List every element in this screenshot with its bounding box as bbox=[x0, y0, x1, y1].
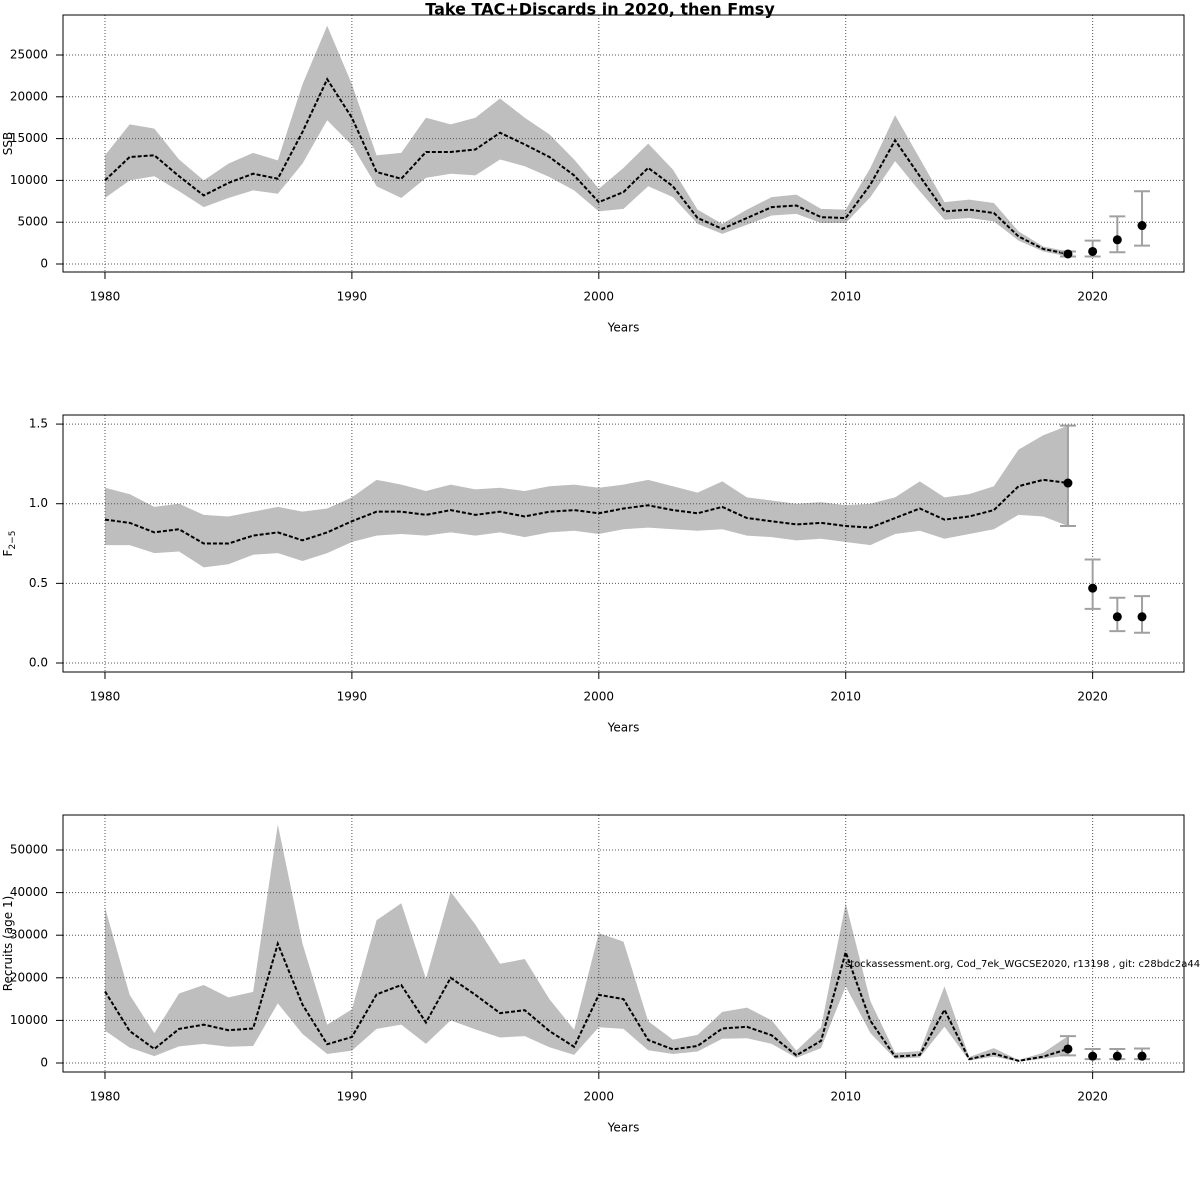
y-tick-label: 1.5 bbox=[29, 417, 48, 431]
x-tick-label: 1990 bbox=[337, 290, 368, 304]
y-tick-label: 10000 bbox=[10, 1013, 48, 1027]
point bbox=[1063, 249, 1073, 259]
y-tick-label: 40000 bbox=[10, 885, 48, 899]
y-axis-label: F2−5 bbox=[1, 531, 18, 557]
y-tick-label: 25000 bbox=[10, 48, 48, 62]
x-axis-label: Years bbox=[607, 321, 640, 335]
point bbox=[1063, 478, 1073, 488]
x-tick-label: 1980 bbox=[90, 1090, 121, 1104]
x-tick-label: 2010 bbox=[830, 690, 861, 704]
confidence-band bbox=[104, 824, 1068, 1062]
y-axis-label-sub: 2−5 bbox=[8, 531, 18, 550]
y-tick-label: 1.0 bbox=[29, 496, 48, 510]
estimate-line bbox=[104, 478, 1069, 545]
x-tick-label: 2000 bbox=[584, 1090, 615, 1104]
y-tick-label: 5000 bbox=[17, 215, 48, 229]
point bbox=[1063, 1044, 1073, 1054]
plot-frame bbox=[62, 414, 1185, 673]
point bbox=[1137, 221, 1147, 231]
plot-frame bbox=[62, 814, 1185, 1073]
x-tick-label: 1990 bbox=[337, 1090, 368, 1104]
point bbox=[1112, 612, 1122, 622]
y-tick-label: 0.0 bbox=[29, 656, 48, 670]
y-tick-label: 0 bbox=[40, 1055, 48, 1069]
plot-frame bbox=[62, 14, 1185, 273]
y-tick-label: 0.5 bbox=[29, 576, 48, 590]
x-axis-label: Years bbox=[607, 1121, 640, 1135]
x-tick-label: 2010 bbox=[830, 290, 861, 304]
x-tick-label: 1990 bbox=[337, 690, 368, 704]
x-tick-label: 2010 bbox=[830, 1090, 861, 1104]
y-tick-label: 20000 bbox=[10, 970, 48, 984]
y-tick-label: 50000 bbox=[10, 842, 48, 856]
point bbox=[1088, 583, 1098, 593]
point bbox=[1137, 612, 1147, 622]
point bbox=[1112, 1051, 1122, 1061]
point bbox=[1088, 246, 1098, 256]
y-axis-label: SSB bbox=[1, 132, 15, 155]
y-axis-label-main: Recruits (age 1) bbox=[1, 896, 15, 992]
estimate-line bbox=[104, 940, 1069, 1062]
point bbox=[1112, 235, 1122, 245]
x-axis-label: Years bbox=[607, 721, 640, 735]
y-tick-label: 10000 bbox=[10, 173, 48, 187]
x-tick-label: 1980 bbox=[90, 690, 121, 704]
y-axis-label-main: SSB bbox=[1, 132, 15, 155]
y-tick-label: 0 bbox=[40, 256, 48, 270]
x-tick-label: 2000 bbox=[584, 290, 615, 304]
chart-title: Take TAC+Discards in 2020, then Fmsy bbox=[425, 0, 775, 19]
confidence-band bbox=[104, 25, 1068, 257]
y-axis-label: Recruits (age 1) bbox=[1, 896, 15, 992]
confidence-band bbox=[104, 425, 1068, 568]
annotation: stockassessment.org, Cod_7ek_WGCSE2020, … bbox=[845, 959, 1200, 970]
x-tick-label: 2020 bbox=[1077, 290, 1108, 304]
point bbox=[1088, 1051, 1098, 1061]
x-tick-label: 2000 bbox=[584, 690, 615, 704]
estimate-line bbox=[104, 77, 1069, 255]
y-tick-label: 15000 bbox=[10, 131, 48, 145]
x-tick-label: 2020 bbox=[1077, 1090, 1108, 1104]
y-axis-label-main: F bbox=[1, 549, 15, 556]
x-tick-label: 1980 bbox=[90, 290, 121, 304]
y-tick-label: 30000 bbox=[10, 928, 48, 942]
x-tick-label: 2020 bbox=[1077, 690, 1108, 704]
point bbox=[1137, 1051, 1147, 1061]
y-tick-label: 20000 bbox=[10, 89, 48, 103]
